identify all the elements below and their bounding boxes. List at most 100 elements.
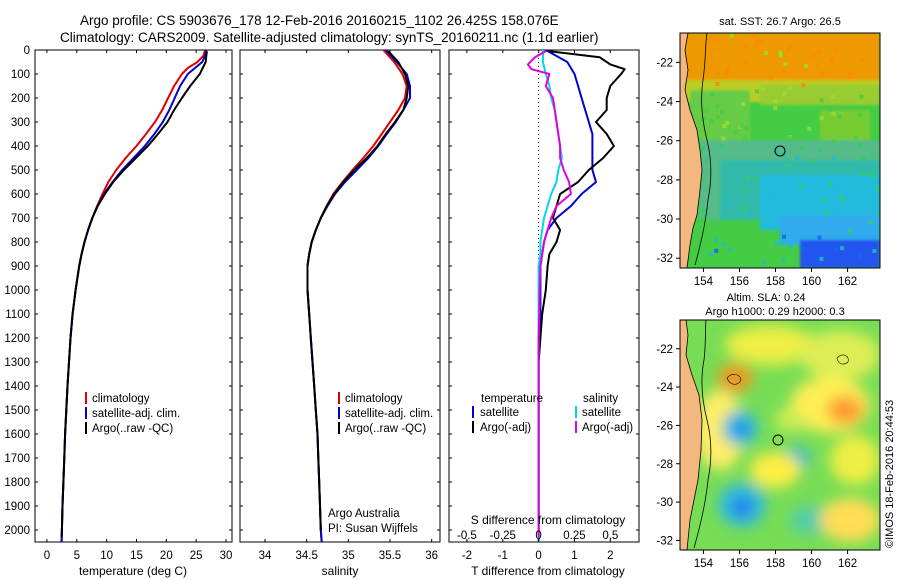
depth-tick-label: 300 [11, 117, 30, 129]
temperature-x-axis: 0 5 10 15 20 25 30 [44, 50, 232, 562]
sst-pixel [729, 33, 734, 38]
sst-pixel [820, 72, 825, 77]
depth-tick-label: 500 [11, 165, 30, 177]
legend-label-argo: Argo(..raw -QC) [345, 423, 426, 435]
sla-map-subtitle: Argo h1000: 0.29 h2000: 0.3 [705, 306, 844, 318]
sst-pixel [787, 45, 792, 50]
sst-pixel [872, 249, 877, 253]
sst-pixel [708, 251, 713, 256]
legend-title-temperature: temperature [481, 393, 543, 405]
difference-xlabel-top: S difference from climatology [471, 513, 626, 527]
sst-pixel [778, 120, 783, 125]
depth-tick-label: 400 [11, 141, 30, 153]
sst-pixel [715, 71, 720, 75]
sst-pixel [829, 107, 833, 112]
depth-tick-label: 1100 [5, 309, 30, 321]
map-x-tick-label: 154 [694, 558, 714, 570]
sst-pixel [875, 136, 880, 141]
sst-pixel [758, 39, 763, 44]
sst-pixel [819, 256, 824, 261]
sst-pixel [773, 99, 778, 104]
sst-pixel [700, 177, 705, 182]
s-diff-tick-label: 0.25 [563, 530, 585, 542]
difference-panel-frame [448, 49, 640, 543]
legend-label-satellite: satellite-adj. clim. [345, 408, 433, 420]
sst-pixel [769, 75, 774, 80]
sst-pixel [840, 246, 845, 251]
x-tick-label: 34.5 [295, 550, 317, 562]
map-x-tick-label: 154 [694, 276, 714, 288]
sst-pixel [861, 156, 866, 161]
sst-map-field [680, 33, 880, 268]
s-diff-tick-label: -0.25 [490, 530, 516, 542]
legend-label-sal-argo: Argo(-adj) [582, 422, 633, 434]
map-y-tick-label: -32 [656, 535, 673, 547]
map-y-tick-label: -30 [656, 497, 673, 509]
sst-pixel [853, 135, 858, 140]
sst-pixel [773, 105, 778, 110]
legend-label-climatology: climatology [345, 393, 403, 405]
sst-pixel [779, 238, 783, 243]
sst-pixel [778, 50, 783, 55]
sst-pixel [755, 89, 759, 94]
sst-pixel [793, 106, 798, 111]
series-line-temperature-satellite [537, 50, 597, 542]
sst-pixel [743, 136, 748, 141]
map-y-tick-label: -28 [656, 175, 673, 187]
depth-tick-label: 800 [11, 237, 30, 249]
sla-map-field [680, 320, 880, 550]
s-diff-tick-label: 0 [535, 530, 541, 542]
sst-pixel [861, 172, 866, 177]
sst-pixel [812, 119, 817, 124]
sst-pixel [725, 121, 730, 125]
x-tick-label: 0 [535, 550, 541, 562]
salinity-xlabel: salinity [322, 564, 359, 578]
map-y-tick-label: -22 [656, 344, 673, 356]
sst-pixel [838, 194, 843, 199]
map-x-tick-label: 162 [838, 276, 857, 288]
sst-pixel [831, 111, 836, 116]
sst-pixel [749, 115, 754, 120]
x-tick-label: 2 [607, 550, 613, 562]
map-y-tick-label: -22 [656, 57, 673, 69]
depth-tick-label: 1200 [4, 333, 30, 345]
sst-pixel [705, 158, 710, 163]
sst-pixel [819, 116, 824, 121]
sst-pixel [840, 197, 845, 202]
depth-tick-label: 2000 [4, 525, 30, 537]
sst-pixel [870, 152, 875, 157]
sst-pixel [715, 82, 720, 86]
sst-pixel [787, 163, 792, 168]
sst-pixel [727, 197, 732, 202]
sst-pixel [832, 139, 836, 144]
depth-tick-label: 0 [24, 45, 30, 57]
temperature-lines [60, 50, 208, 542]
map-y-tick-label: -26 [656, 420, 673, 432]
sst-pixel [801, 83, 806, 88]
sst-pixel [780, 135, 785, 140]
difference-legend: temperature satellite Argo(-adj) salinit… [472, 393, 633, 434]
sst-pixel [743, 44, 748, 49]
sst-pixel [710, 92, 715, 97]
sst-pixel [761, 87, 766, 91]
salinity-x-axis: 34 34.5 35 35.5 36 [259, 50, 438, 562]
sst-pixel [817, 147, 822, 152]
sst-pixel [828, 170, 833, 175]
sst-pixel [728, 247, 733, 252]
sst-pixel [700, 146, 704, 151]
series-line-argo-raw-qc- [306, 50, 410, 531]
map-x-tick-label: 156 [730, 276, 749, 288]
sst-pixel [741, 189, 746, 194]
salinity-panel-frame [239, 49, 441, 543]
legend-label-climatology: climatology [92, 393, 150, 405]
sst-pixel [783, 62, 788, 67]
series-line-salinity-satellite [537, 50, 563, 542]
depth-tick-label: 1900 [4, 501, 30, 513]
legend-title-salinity: salinity [583, 393, 618, 405]
pi-annotation: PI: Susan Wijffels [328, 523, 418, 535]
sst-pixel [788, 244, 793, 249]
x-tick-label: 20 [160, 550, 173, 562]
depth-tick-label: 700 [11, 213, 30, 225]
sst-pixel [714, 48, 719, 53]
